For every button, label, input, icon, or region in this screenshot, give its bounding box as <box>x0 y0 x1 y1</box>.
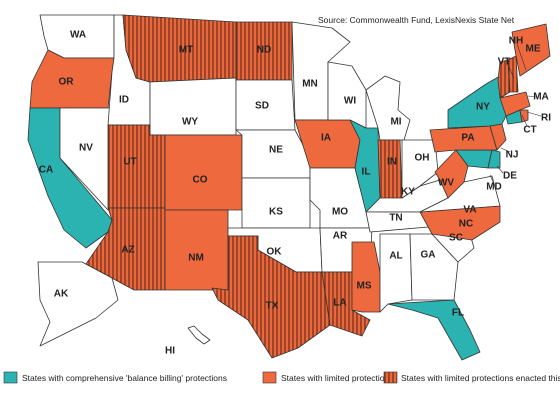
state-label-mo: MO <box>332 207 348 218</box>
state-label-ks: KS <box>269 207 283 218</box>
state-label-il: IL <box>362 167 371 178</box>
leader-line-md <box>489 174 495 185</box>
state-label-hi: HI <box>165 346 175 357</box>
legend: States with comprehensive 'balance billi… <box>3 371 560 384</box>
state-label-wi: WI <box>344 96 356 107</box>
state-label-ri: RI <box>541 113 551 124</box>
leader-line-ma <box>527 95 537 98</box>
state-label-ak: AK <box>54 289 69 300</box>
leader-line-nh <box>516 43 527 71</box>
labels-layer: WA OR CA NV ID MT WY UT AZ CO NM ND SD NE KS OK TX MN IA MO… <box>39 30 551 357</box>
state-mi <box>365 75 411 141</box>
legend-label-limited: States with limited protections <box>281 373 393 383</box>
leader-line-ri <box>526 111 542 117</box>
state-label-ia: IA <box>321 133 331 144</box>
state-label-sc: SC <box>449 233 463 244</box>
state-label-ky: KY <box>401 187 415 198</box>
state-label-wy: WY <box>182 117 198 128</box>
state-label-tx: TX <box>266 301 279 312</box>
state-ms <box>351 241 381 313</box>
state-label-pa: PA <box>461 133 474 144</box>
state-label-md: MD <box>486 182 502 193</box>
state-ga <box>409 233 459 301</box>
state-label-ct: CT <box>523 125 536 136</box>
state-nh <box>507 55 519 93</box>
state-label-tn: TN <box>389 213 402 224</box>
state-ks <box>241 177 311 229</box>
state-label-nj: NJ <box>506 150 519 161</box>
state-ak <box>37 261 119 347</box>
legend-swatch-comprehensive <box>3 371 18 384</box>
state-label-ut: UT <box>123 157 136 168</box>
state-al <box>379 233 413 313</box>
state-vt <box>497 59 511 99</box>
state-in <box>377 139 403 201</box>
leader-lines <box>489 43 542 185</box>
state-label-in: IN <box>387 157 397 168</box>
state-label-nc: NC <box>459 219 473 230</box>
state-label-sd: SD <box>255 101 269 112</box>
state-label-nh: NH <box>509 36 523 47</box>
state-label-fl: FL <box>452 308 464 319</box>
state-ri <box>519 109 529 123</box>
state-ny <box>447 75 507 129</box>
state-ma <box>499 91 531 117</box>
state-label-vt: VT <box>498 57 511 68</box>
state-label-me: ME <box>526 44 541 55</box>
state-label-wv: WV <box>438 178 454 189</box>
state-label-ny: NY <box>476 102 490 113</box>
state-de <box>487 149 501 169</box>
state-label-or: OR <box>59 77 75 88</box>
legend-swatch-limited <box>262 371 277 384</box>
state-label-oh: OH <box>415 153 430 164</box>
leader-line-ct <box>521 114 528 127</box>
state-label-mn: MN <box>302 79 318 90</box>
state-label-mi: MI <box>390 117 401 128</box>
state-hi <box>187 325 211 345</box>
state-label-de: DE <box>503 171 517 182</box>
state-label-id: ID <box>119 95 129 106</box>
state-label-wa: WA <box>70 30 86 41</box>
source-text: Source: Commonwealth Fund, LexisNexis St… <box>318 15 515 25</box>
state-label-co: CO <box>193 175 208 186</box>
state-label-ne: NE <box>269 145 283 156</box>
state-label-nv: NV <box>79 143 93 154</box>
state-nm <box>164 209 229 291</box>
state-label-az: AZ <box>121 245 134 256</box>
state-label-mt: MT <box>179 45 193 56</box>
state-label-ga: GA <box>421 250 436 261</box>
state-me <box>511 23 551 77</box>
state-label-ma: MA <box>533 92 549 103</box>
state-tx <box>211 235 331 359</box>
legend-swatch-new <box>383 371 398 384</box>
state-label-ms: MS <box>357 281 372 292</box>
state-label-nd: ND <box>257 45 271 56</box>
state-label-la: LA <box>333 298 346 309</box>
state-or <box>29 49 115 109</box>
state-label-ca: CA <box>39 165 53 176</box>
state-label-ar: AR <box>333 231 348 242</box>
state-co <box>164 134 243 211</box>
states-layer <box>27 14 551 361</box>
leader-line-vt <box>507 64 515 79</box>
leader-line-de <box>496 165 504 174</box>
state-label-al: AL <box>389 251 402 262</box>
state-label-va: VA <box>463 205 476 216</box>
state-label-ok: OK <box>267 247 283 258</box>
leader-line-nj <box>500 147 511 153</box>
state-oh <box>401 139 439 199</box>
legend-label-comprehensive: States with comprehensive 'balance billi… <box>22 373 227 383</box>
legend-label-new: States with limited protections enacted … <box>401 373 560 383</box>
state-label-nm: NM <box>188 253 204 264</box>
state-fl <box>387 299 481 361</box>
